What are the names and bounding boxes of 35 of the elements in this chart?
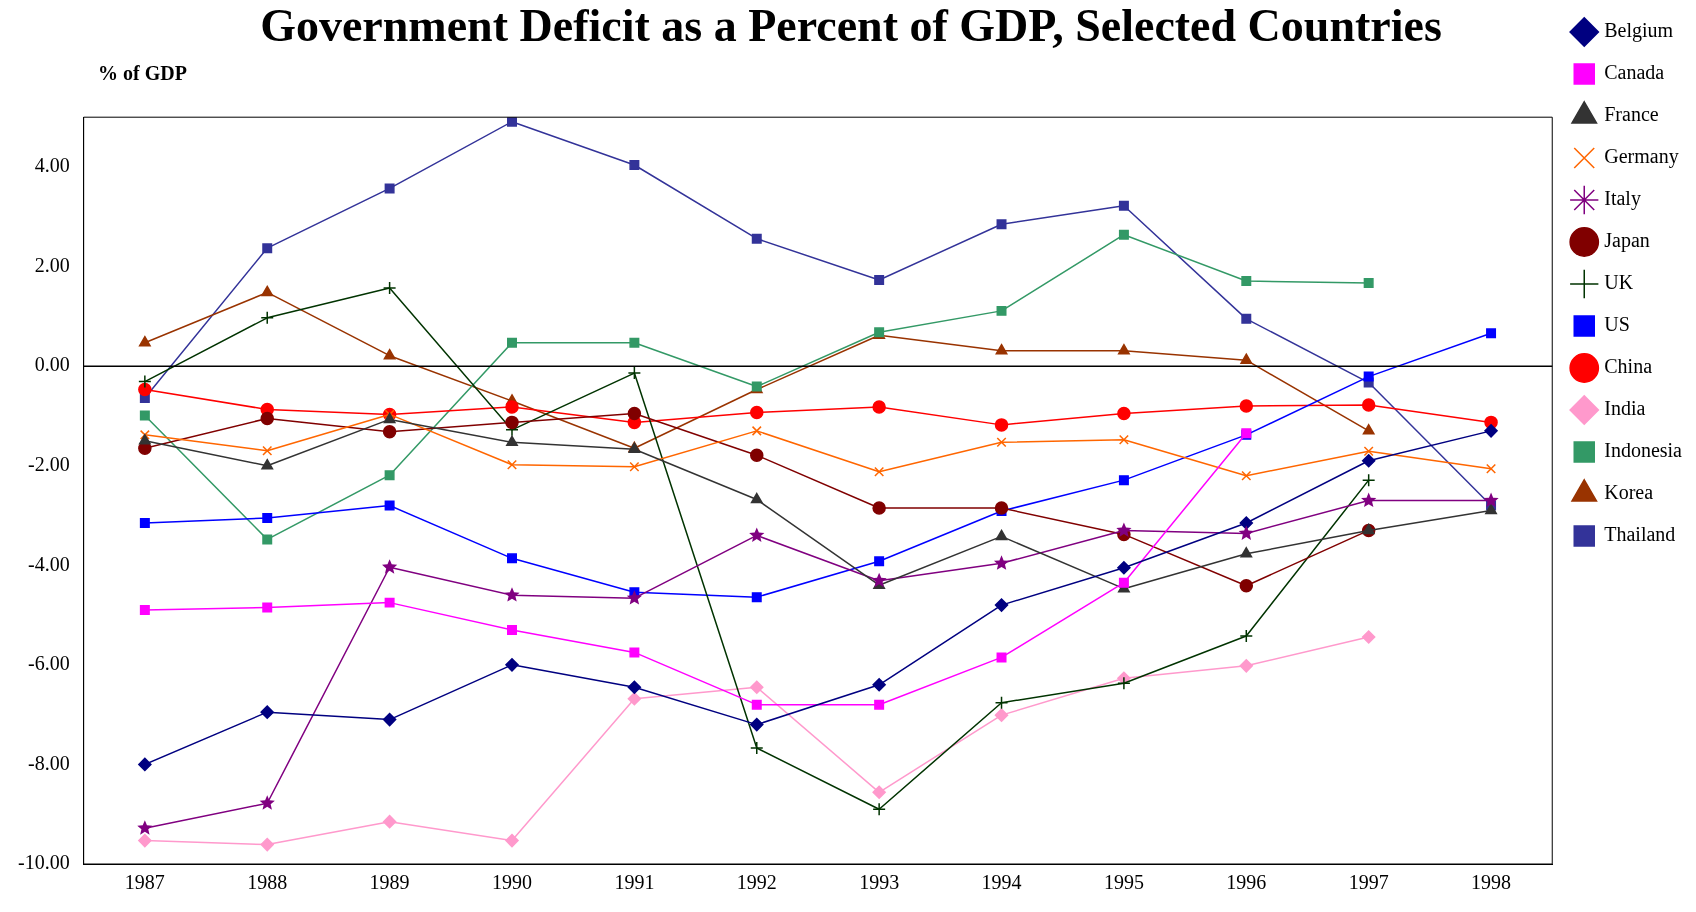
x-tick-label: 1989 (369, 871, 410, 894)
legend-label: Korea (1604, 481, 1654, 504)
x-tick-label: 1996 (1226, 871, 1267, 894)
y-tick-label: -10.00 (17, 851, 70, 874)
x-tick-label: 1992 (736, 871, 777, 894)
legend-label: Belgium (1604, 19, 1674, 43)
legend-label: Italy (1604, 187, 1641, 211)
legend-label: Germany (1604, 145, 1679, 169)
y-tick-label: 2.00 (34, 253, 70, 276)
legend-label: Thailand (1604, 523, 1676, 546)
legend-label: China (1604, 355, 1653, 378)
x-tick-label: 1998 (1471, 871, 1512, 894)
y-tick-label: 4.00 (34, 154, 70, 177)
x-tick-label: 1994 (981, 871, 1022, 894)
legend-label: Canada (1604, 61, 1665, 84)
y-tick-label: -4.00 (27, 552, 70, 575)
chart-title: Government Deficit as a Percent of GDP, Selected Countries (260, 0, 1442, 52)
legend-label: Indonesia (1604, 439, 1683, 462)
x-tick-label: 1995 (1103, 871, 1144, 894)
x-tick-label: 1991 (614, 871, 655, 894)
legend-label: Japan (1604, 229, 1650, 253)
legend-label: India (1604, 397, 1646, 420)
x-tick-label: 1987 (124, 871, 165, 894)
y-tick-label: 0.00 (34, 353, 70, 376)
x-tick-label: 1993 (859, 871, 900, 894)
x-tick-label: 1997 (1348, 871, 1389, 894)
y-tick-label: -8.00 (27, 751, 70, 774)
y-tick-label: -2.00 (27, 452, 70, 475)
y-tick-label: -6.00 (27, 652, 70, 675)
y-axis-title: % of GDP (98, 62, 187, 85)
x-tick-label: 1990 (492, 871, 532, 894)
legend-label: US (1604, 313, 1630, 336)
legend-label: UK (1604, 271, 1634, 294)
x-tick-label: 1988 (247, 871, 288, 894)
legend-label: France (1604, 103, 1659, 126)
